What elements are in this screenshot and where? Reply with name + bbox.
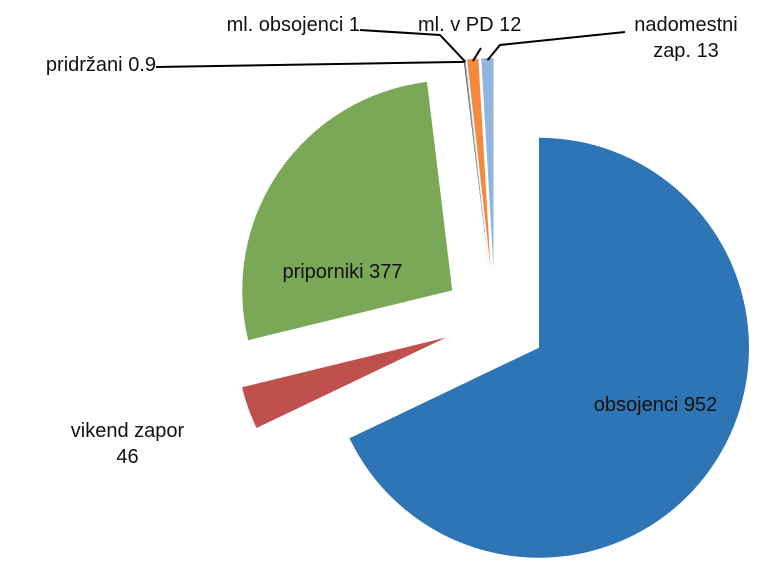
category-label: nadomestni zap. (634, 14, 738, 62)
leader-line (486, 31, 626, 61)
value-label: 12 (499, 14, 522, 36)
data-label: ml. obsojenci 1 (170, 12, 360, 38)
value-label: 46 (116, 446, 139, 468)
pie-slice (242, 337, 447, 428)
pie-slice (242, 81, 453, 341)
leader-line (472, 47, 482, 62)
category-label: ml. obsojenci (226, 14, 344, 36)
pie-slice (481, 58, 494, 269)
data-label: priporniki 377 (255, 259, 430, 285)
category-label: priporniki (282, 261, 364, 283)
value-label: 1 (348, 14, 360, 36)
data-label: obsojenci 952 (568, 392, 743, 418)
value-label: 0.9 (128, 54, 156, 76)
category-label: ml. v PD (418, 14, 494, 36)
category-label: obsojenci (593, 394, 679, 416)
data-label: nadomestni zap. 13 (622, 12, 750, 64)
data-label: pridržani 0.9 (6, 52, 156, 78)
pie-slice (467, 58, 491, 269)
value-label: 377 (369, 261, 403, 283)
value-label: 952 (683, 394, 718, 416)
category-label: vikend zapor (70, 420, 185, 442)
leader-line (359, 29, 467, 63)
pie-slice (464, 59, 490, 269)
data-label: ml. v PD 12 (418, 12, 553, 38)
value-label: 13 (696, 40, 719, 62)
data-label: vikend zapor 46 (60, 418, 195, 470)
leader-line (155, 60, 465, 68)
pie-slice (349, 137, 749, 558)
pie-slice (463, 59, 489, 269)
category-label: pridržani (45, 54, 123, 76)
